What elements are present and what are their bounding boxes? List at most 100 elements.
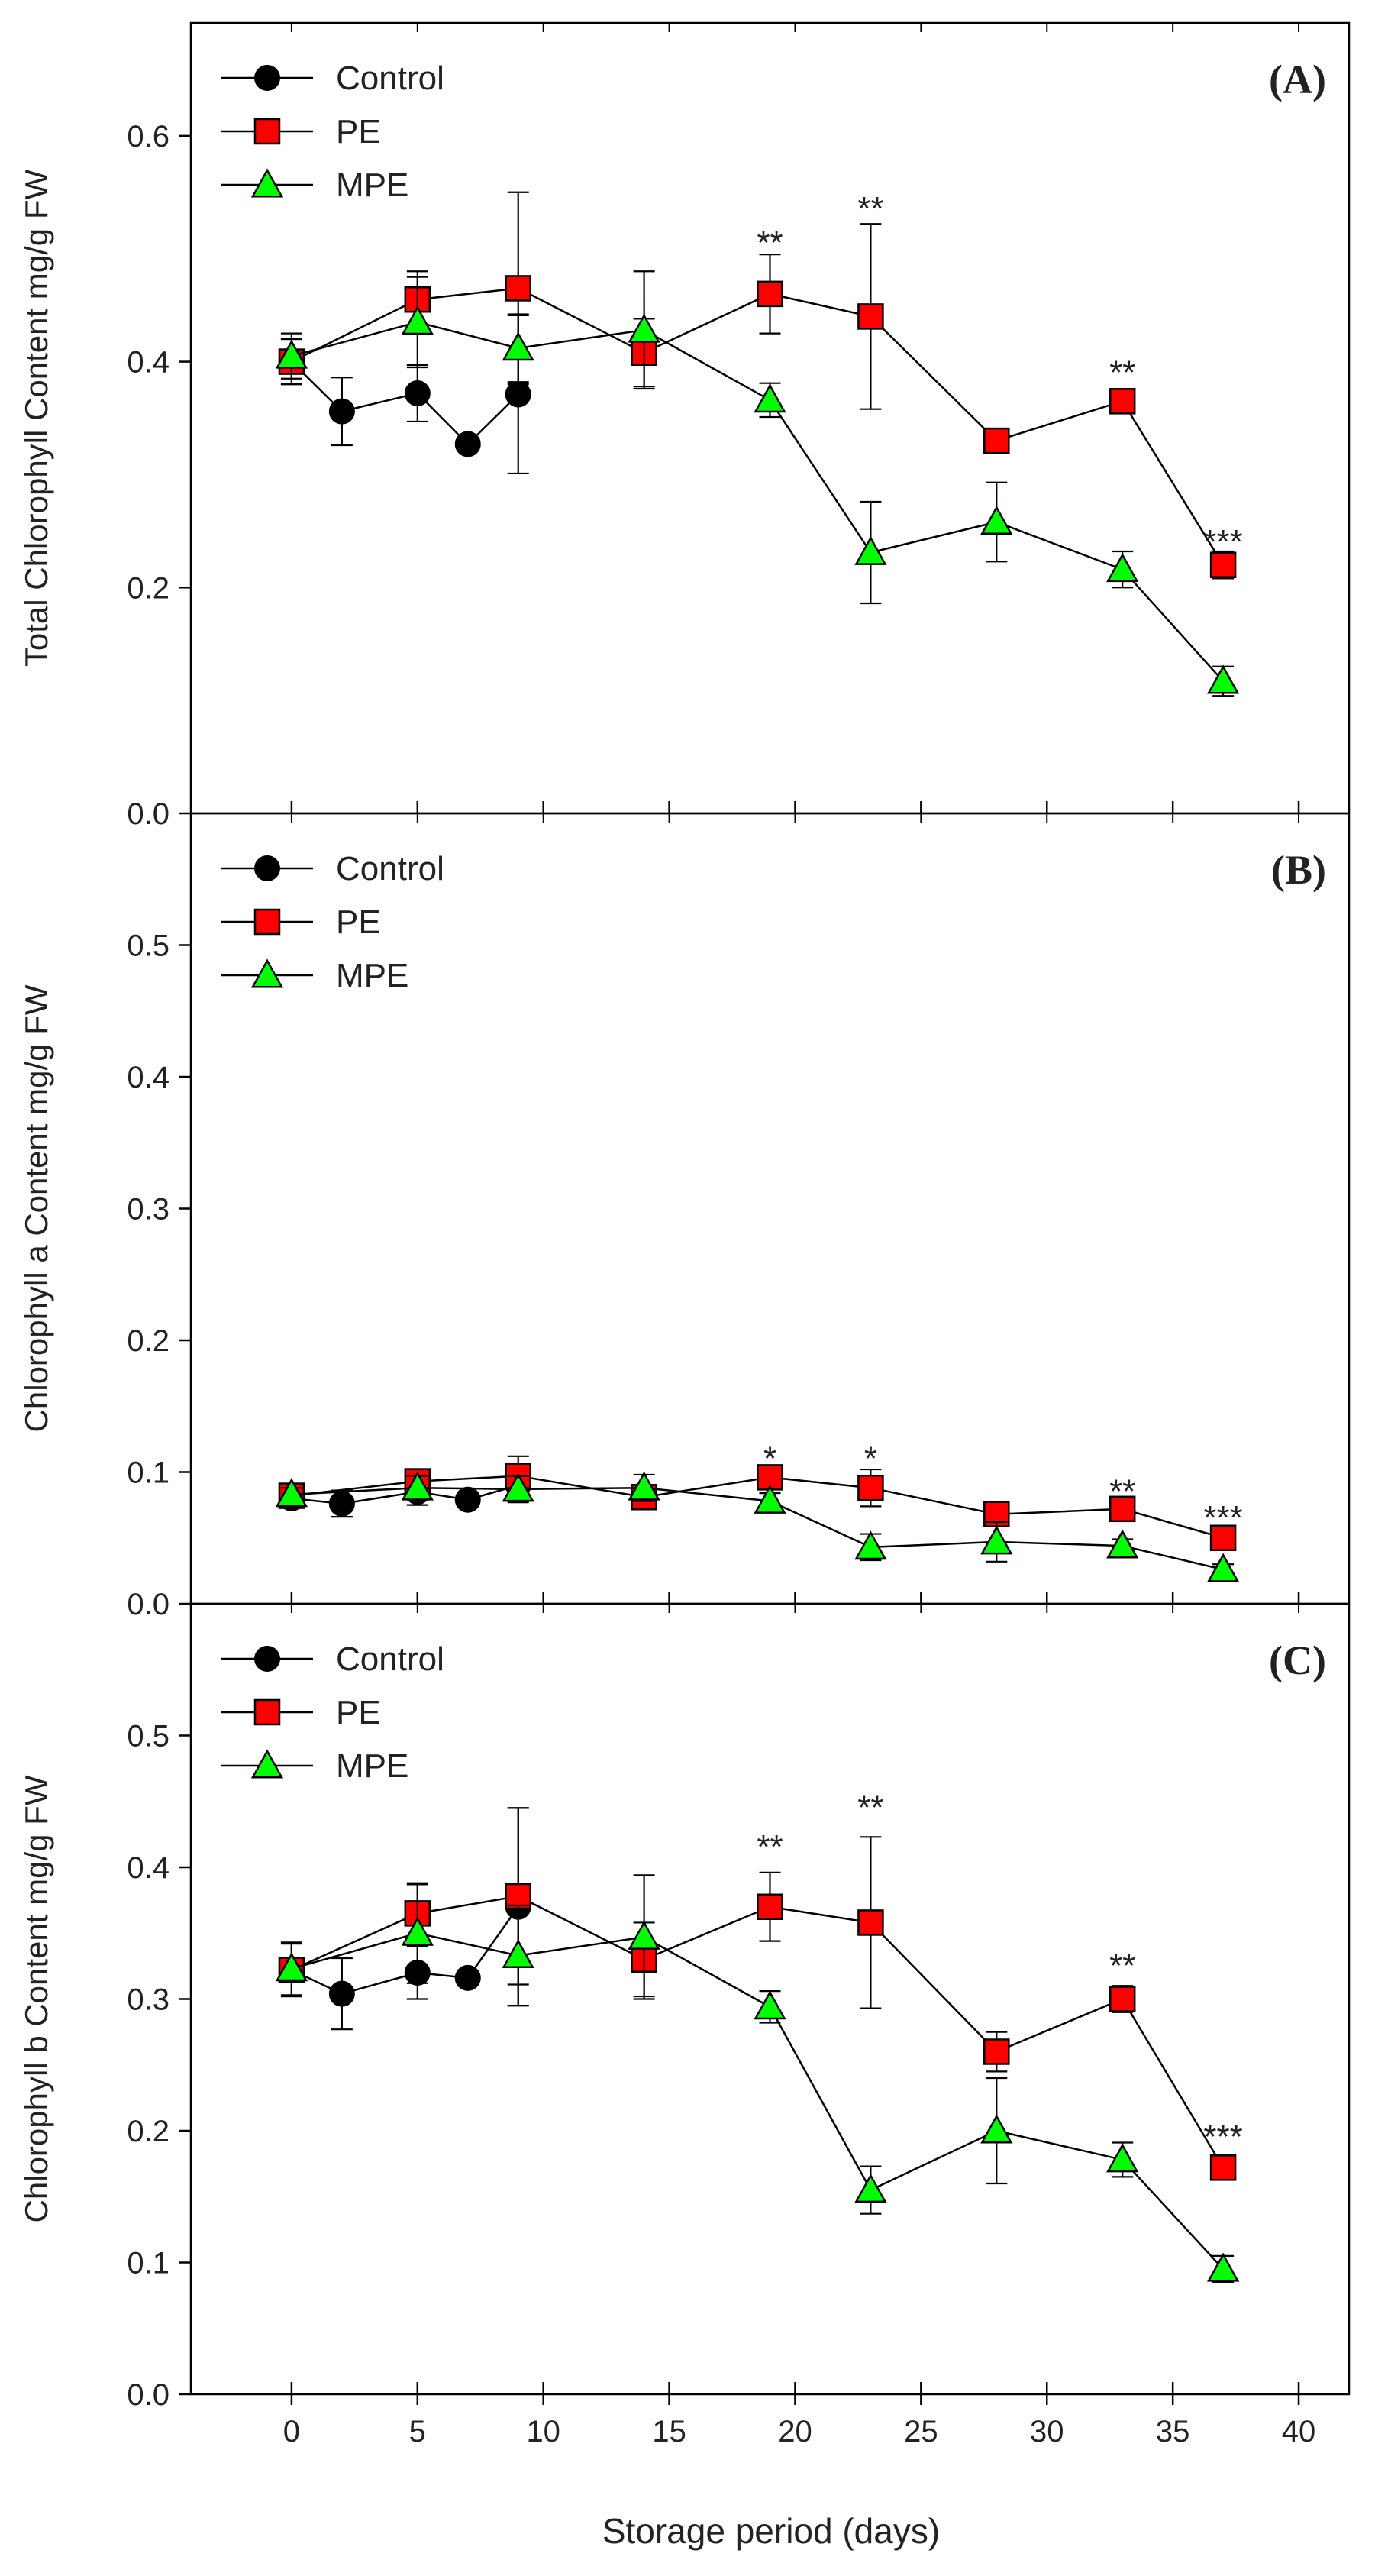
data-point-pe (1209, 1524, 1237, 1551)
y-tick-label: 0.2 (127, 2115, 169, 2148)
data-point-control (404, 380, 431, 406)
legend-label: MPE (336, 1747, 408, 1785)
data-point-mpe (502, 1939, 534, 1969)
data-point-mpe (401, 1471, 434, 1501)
panel-3: 0.0 0.1 0.2 0.3 0.4 0.5 0 5 10 15 20 25 30 35 40 Chloro… (18, 1602, 1351, 2448)
legend: Control PE MPE (221, 60, 444, 204)
data-point-mpe (754, 1990, 786, 2020)
y-tick-label: 0.5 (127, 929, 169, 963)
legend-item-mpe: MPE (221, 166, 408, 204)
y-axis-label: Chlorophyll b Content mg/g FW (18, 1775, 54, 2222)
data-point-pe (857, 1909, 884, 1936)
x-tick-label: 35 (1156, 2415, 1190, 2448)
y-axis-label: Chlorophyll a Content mg/g FW (18, 984, 54, 1432)
series-mpe (275, 1471, 1240, 1582)
y-tick-label: 0.5 (127, 1720, 169, 1753)
x-axis-label: Storage period (days) (602, 2511, 940, 2551)
significance-annotation: ** (857, 190, 883, 228)
data-point-control (328, 1490, 355, 1517)
data-point-pe (757, 280, 783, 308)
significance-annotation: ** (757, 1828, 783, 1866)
series-pe (278, 1807, 1237, 2181)
data-point-mpe (628, 1471, 660, 1501)
data-point-control (328, 398, 355, 425)
data-point-mpe (275, 339, 308, 369)
data-point-control (454, 1964, 481, 1991)
data-point-mpe (628, 313, 660, 343)
series-mpe (275, 1874, 1240, 2283)
data-point-mpe (754, 383, 786, 413)
data-point-mpe (401, 1916, 434, 1946)
significance-annotation: ** (1109, 1947, 1135, 1984)
y-tick-label: 0.2 (127, 571, 169, 605)
data-point-mpe (980, 2114, 1013, 2144)
legend-item-pe: PE (221, 1694, 381, 1731)
data-point-mpe (1106, 553, 1139, 583)
data-point-pe (1109, 388, 1136, 415)
data-point-mpe (275, 1952, 308, 1982)
data-point-mpe (1106, 2143, 1139, 2173)
data-point-pe (857, 1474, 884, 1501)
legend-marker-control (254, 1646, 280, 1672)
legend-label: PE (336, 903, 381, 941)
legend-marker-mpe (250, 1749, 284, 1779)
y-tick-label: 0.3 (127, 1983, 169, 2017)
series-pe (278, 191, 1237, 580)
data-point-control (454, 1486, 481, 1513)
data-point-pe (983, 427, 1010, 454)
y-tick-label: 0.0 (127, 797, 169, 831)
data-point-mpe (1206, 664, 1240, 694)
y-tick-label: 0.6 (127, 120, 169, 154)
panels: 0.0 0.2 0.4 0.6 Total Chlorophyll Content mg… (18, 21, 1351, 2448)
legend-item-control: Control (221, 60, 444, 97)
x-tick-label: 10 (526, 2415, 560, 2448)
data-point-mpe (502, 331, 534, 361)
legend-item-pe: PE (221, 903, 381, 941)
y-tick-label: 0.3 (127, 1193, 169, 1227)
data-point-mpe (628, 1920, 660, 1950)
x-tick-label: 25 (904, 2415, 938, 2448)
legend-marker-pe (253, 118, 281, 145)
significance-annotation: * (763, 1440, 776, 1477)
legend-label: MPE (336, 166, 408, 204)
legend-item-mpe: MPE (221, 957, 408, 994)
legend-marker-control (254, 855, 280, 881)
panel-1: 0.0 0.2 0.4 0.6 Total Chlorophyll Content mg… (18, 21, 1351, 831)
data-point-mpe (1206, 2252, 1240, 2282)
y-tick-label: 0.1 (127, 1456, 169, 1490)
legend-label: Control (336, 1640, 444, 1678)
data-point-mpe (401, 305, 434, 335)
legend-label: Control (336, 850, 444, 887)
legend: Control PE MPE (221, 850, 444, 994)
data-point-control (454, 431, 481, 457)
x-tick-label: 0 (283, 2415, 300, 2448)
data-point-mpe (502, 1472, 534, 1502)
data-point-pe (983, 2038, 1010, 2065)
x-tick-label: 5 (409, 2415, 426, 2448)
data-point-pe (1209, 551, 1237, 578)
legend-item-mpe: MPE (221, 1747, 408, 1785)
panel-label: (A) (1269, 57, 1326, 102)
data-point-mpe (854, 2174, 887, 2203)
y-tick-label: 0.0 (127, 1588, 169, 1621)
y-tick-label: 0.4 (127, 1061, 169, 1094)
x-tick-label: 40 (1282, 2415, 1316, 2448)
significance-annotation: ** (1109, 1472, 1135, 1510)
data-point-mpe (1106, 1529, 1139, 1559)
significance-annotation: *** (1203, 1499, 1242, 1537)
panel-label: (C) (1269, 1637, 1326, 1683)
y-axis-label: Total Chlorophyll Content mg/g FW (18, 170, 54, 667)
legend-item-control: Control (221, 850, 444, 887)
x-tick-label: 20 (778, 2415, 812, 2448)
legend-item-control: Control (221, 1640, 444, 1678)
significance-annotation: * (864, 1440, 877, 1477)
legend-marker-mpe (250, 958, 284, 988)
legend-marker-control (254, 65, 280, 91)
significance-annotation: *** (1203, 2119, 1242, 2156)
y-tick-label: 0.0 (127, 2378, 169, 2412)
data-point-mpe (980, 1525, 1013, 1555)
data-point-mpe (754, 1484, 786, 1514)
legend-label: PE (336, 1694, 381, 1731)
